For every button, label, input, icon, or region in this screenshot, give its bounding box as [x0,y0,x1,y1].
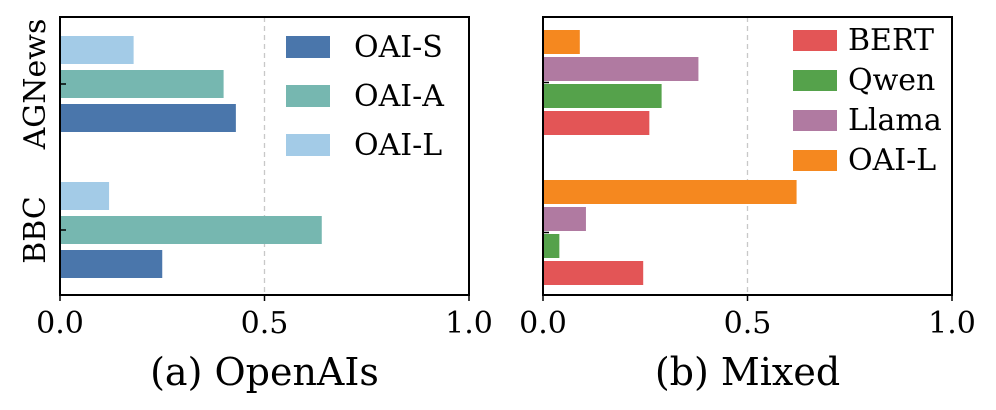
category-label-agnews: AGNews [18,19,53,151]
legend-label-bert: BERT [848,23,934,58]
bar-agnews-oai-a [60,70,224,98]
bar-bbc-oai-a [60,216,322,244]
x-tick-label: 0.0 [36,306,84,341]
legend-swatch-oai-l [286,134,330,156]
bar-bbc-llama [543,207,586,231]
legend-swatch-bert [793,30,837,51]
bar-bbc-qwen [543,234,560,258]
bar-agnews-bert [543,111,650,135]
legend-label-oai-a: OAI-A [354,79,444,114]
x-tick-label: 0.0 [519,306,567,341]
bar-agnews-oai-l [543,30,580,54]
bar-bbc-oai-s [60,250,163,278]
x-tick-label: 1.0 [445,306,493,341]
legend-swatch-oai-l [793,150,837,171]
legend-label-oai-l: OAI-L [848,143,936,178]
bar-agnews-qwen [543,84,662,108]
bar-bbc-oai-l [543,180,797,204]
bar-agnews-oai-l [60,36,134,64]
panel-openais: AGNews BBC 0.0 0.5 1.0 (a) OpenAIs OAI-S OAI-A O… [18,16,493,394]
category-label-bbc: BBC [18,196,53,264]
x-tick-label: 0.5 [241,306,289,341]
legend-label-qwen: Qwen [848,63,935,98]
panel-mixed: 0.0 0.5 1.0 (b) Mixed BERT Qwen Llama OAI-L [519,16,976,394]
legend-swatch-llama [793,110,837,131]
bar-bbc-bert [543,261,644,285]
x-tick-label: 1.0 [928,306,976,341]
x-tick-label: 0.5 [724,306,772,341]
legend-swatch-oai-a [286,85,330,107]
panel-title: (b) Mixed [655,350,840,394]
panel-title: (a) OpenAIs [150,350,379,394]
legend-label-oai-s: OAI-S [354,30,443,65]
legend-swatch-qwen [793,70,837,91]
bar-agnews-oai-s [60,104,236,132]
legend-label-oai-l: OAI-L [354,128,442,163]
bar-agnews-llama [543,57,699,81]
bar-bbc-oai-l [60,182,110,210]
legend-label-llama: Llama [848,103,942,138]
legend-swatch-oai-s [286,36,330,58]
